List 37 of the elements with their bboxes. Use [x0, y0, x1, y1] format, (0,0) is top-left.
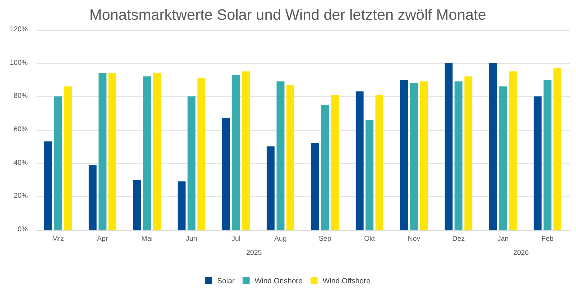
bar	[534, 96, 542, 230]
bar	[331, 95, 340, 230]
bar	[400, 80, 408, 230]
bar	[509, 72, 518, 230]
bar	[108, 73, 117, 230]
bar	[444, 63, 453, 230]
bar	[88, 165, 97, 230]
bar	[420, 82, 428, 230]
bar	[44, 142, 52, 230]
bar	[366, 120, 374, 230]
bar	[454, 82, 463, 230]
bar	[489, 63, 498, 230]
bar	[153, 73, 162, 230]
chart-title: Monatsmarktwerte Solar und Wind der letzten zwölf Monate	[90, 7, 486, 24]
bar	[98, 73, 107, 230]
bar	[266, 146, 275, 230]
bar	[356, 92, 364, 230]
bar	[286, 85, 295, 230]
bar	[54, 96, 62, 230]
bar	[143, 76, 152, 230]
bar	[311, 143, 320, 230]
bar	[178, 182, 186, 230]
bar	[376, 95, 384, 230]
bar	[544, 80, 552, 230]
bar	[276, 82, 285, 230]
bar	[321, 105, 330, 230]
bar	[222, 118, 230, 230]
bar	[133, 180, 142, 230]
bar	[464, 76, 473, 230]
bar	[554, 68, 562, 230]
bar	[64, 86, 72, 230]
bar	[242, 72, 250, 230]
bar	[499, 86, 508, 230]
bar	[232, 75, 240, 230]
bar	[410, 83, 418, 230]
bar	[198, 78, 206, 230]
bar	[188, 96, 196, 230]
